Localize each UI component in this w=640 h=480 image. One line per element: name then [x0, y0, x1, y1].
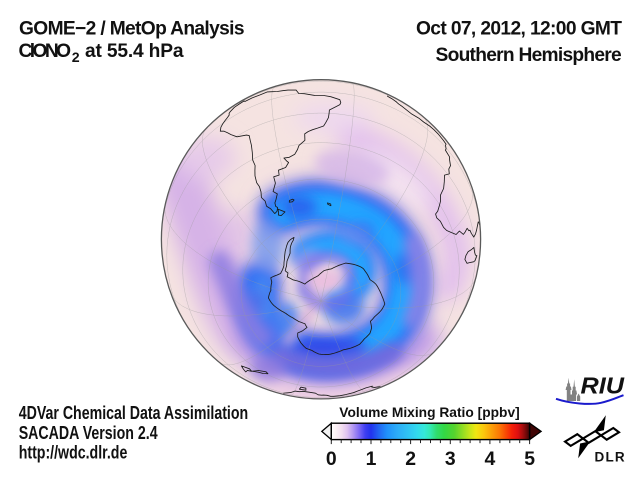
svg-text:Southern Hemisphere: Southern Hemisphere	[436, 45, 623, 66]
svg-text:SACADA Version 2.4: SACADA Version 2.4	[19, 423, 159, 443]
svg-text:2: 2	[405, 448, 416, 470]
svg-text:DLR: DLR	[595, 450, 626, 465]
svg-text:4DVar Chemical Data Assimilati: 4DVar Chemical Data Assimilation	[19, 403, 248, 423]
svg-text:RIU: RIU	[581, 373, 626, 399]
svg-text:GOME−2 / MetOp Analysis: GOME−2 / MetOp Analysis	[19, 18, 245, 39]
svg-text:at 55.4 hPa: at 55.4 hPa	[85, 41, 184, 62]
svg-text:Volume Mixing Ratio [ppbv]: Volume Mixing Ratio [ppbv]	[339, 405, 519, 420]
svg-text:5: 5	[524, 448, 535, 470]
svg-text:4: 4	[485, 448, 496, 470]
svg-text:http://wdc.dlr.de: http://wdc.dlr.de	[19, 443, 128, 463]
svg-text:3: 3	[445, 448, 456, 470]
svg-text:2: 2	[72, 50, 80, 66]
svg-text:0: 0	[326, 448, 337, 470]
svg-text:ClONO: ClONO	[19, 41, 72, 62]
svg-text:Oct 07, 2012, 12:00 GMT: Oct 07, 2012, 12:00 GMT	[416, 18, 622, 39]
svg-text:1: 1	[366, 448, 377, 470]
